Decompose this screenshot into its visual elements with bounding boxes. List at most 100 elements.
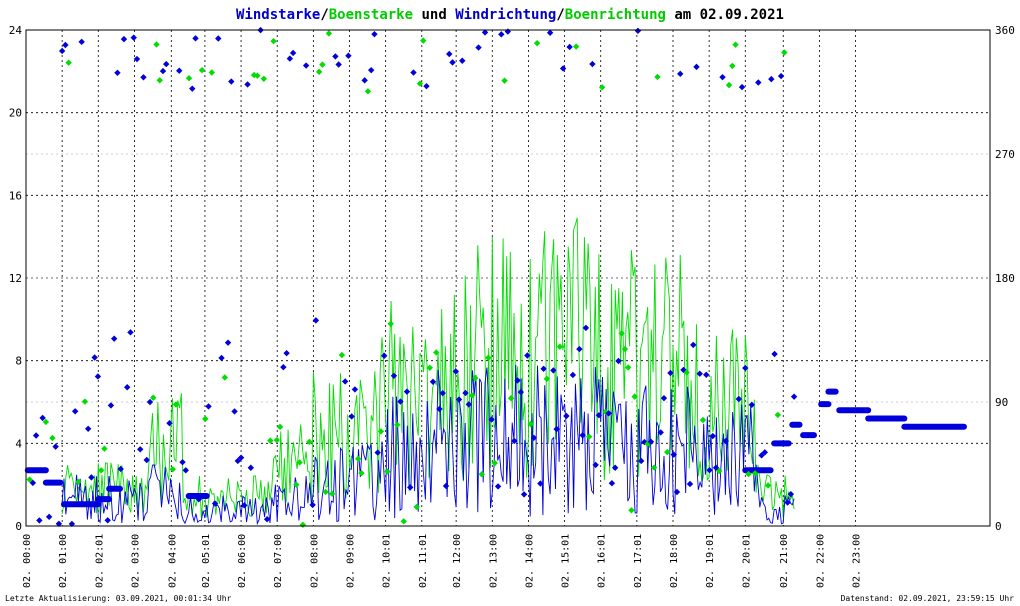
point-windrichtung (511, 437, 518, 445)
point-windrichtung (88, 474, 95, 481)
point-boenrichtung (172, 401, 180, 408)
point-windrichtung (94, 373, 102, 380)
x-tick-label: 02. 03:00 (130, 534, 141, 588)
point-boenrichtung (598, 84, 606, 91)
plot-frame (25, 29, 991, 527)
point-windrichtung (735, 395, 742, 403)
point-windrichtung (608, 479, 616, 487)
point-windrichtung (777, 72, 785, 80)
point-boenrichtung (543, 375, 551, 383)
x-tick-label: 02. 09:00 (346, 534, 357, 588)
point-boenrichtung (507, 394, 515, 402)
left-axis: 0 4 8 12 16 20 24 (9, 24, 23, 533)
point-boenrichtung (81, 398, 89, 405)
point-windrichtung (787, 490, 795, 498)
point-windrichtung (91, 354, 98, 361)
point-windrichtung (133, 55, 141, 63)
x-tick-label: 02. 19:01 (705, 534, 716, 588)
point-windrichtung (660, 394, 668, 402)
x-axis: 02. 00:00 02. 01:00 02. 02:01 02. 03:00 02. … (22, 534, 863, 588)
left-tick-label: 12 (9, 272, 22, 285)
point-boenrichtung (716, 467, 723, 475)
point-windrichtung (790, 393, 798, 400)
point-windrichtung (481, 29, 489, 36)
point-boenrichtung (764, 482, 772, 489)
title-part-0: Windstarke (236, 7, 320, 23)
point-boenrichtung (338, 351, 346, 359)
point-windrichtung (289, 49, 297, 57)
point-windrichtung (195, 496, 202, 503)
point-boenrichtung (621, 345, 629, 353)
point-windrichtung (390, 372, 398, 379)
point-windrichtung (211, 500, 219, 507)
x-tick-label: 02. 10:01 (382, 534, 393, 588)
point-boenrichtung (198, 67, 206, 74)
point-windrichtung (283, 349, 290, 357)
point-boenrichtung (729, 62, 736, 70)
point-boenrichtung (420, 37, 427, 44)
left-tick-label: 8 (15, 355, 22, 368)
point-windrichtung (592, 461, 599, 469)
point-boenrichtung (651, 464, 658, 471)
point-windrichtung (553, 425, 560, 433)
point-windrichtung (771, 350, 778, 358)
point-windrichtung (761, 449, 769, 456)
point-windrichtung (348, 413, 355, 420)
point-windrichtung (569, 371, 577, 379)
point-boenrichtung (664, 448, 671, 456)
title-part-6: Boenrichtung (565, 7, 666, 23)
point-windrichtung (690, 341, 697, 349)
point-windrichtung (429, 378, 437, 386)
x-tick-label: 02. 12:00 (452, 534, 463, 588)
point-windrichtung (686, 480, 694, 488)
point-boenrichtung (325, 30, 333, 37)
point-windrichtung (462, 389, 469, 397)
point-windrichtung (302, 62, 310, 69)
title-part-5: / (556, 7, 564, 23)
point-windrichtung (237, 454, 245, 461)
point-windrichtung (32, 432, 40, 439)
point-boenrichtung (97, 467, 105, 474)
point-windrichtung (403, 388, 411, 395)
point-windrichtung (130, 34, 137, 41)
point-windrichtung (143, 456, 150, 464)
point-windrichtung (127, 329, 134, 336)
point-boenrichtung (42, 418, 50, 426)
point-windrichtung (563, 412, 570, 420)
point-windrichtung (140, 74, 147, 81)
x-tick-label: 02. 14:00 (524, 534, 535, 588)
point-windrichtung (381, 352, 388, 359)
point-windrichtung (163, 60, 170, 68)
point-boenrichtung (416, 80, 424, 87)
point-windrichtung (280, 363, 287, 371)
left-tick-label: 20 (9, 107, 22, 120)
point-windrichtung (29, 479, 37, 487)
point-windrichtung (514, 377, 521, 384)
right-tick-label: 90 (995, 396, 1008, 409)
point-windrichtung (742, 364, 749, 372)
point-windrichtung (677, 70, 684, 78)
right-tick-label: 270 (995, 148, 1015, 161)
point-windrichtung (84, 425, 92, 432)
point-boenrichtung (185, 75, 193, 82)
point-windrichtung (120, 35, 128, 43)
point-boenrichtung (387, 320, 394, 327)
point-boenrichtung (774, 411, 782, 419)
point-boenrichtung (527, 420, 534, 428)
x-tick-label: 02. 20:01 (741, 534, 752, 588)
x-tick-label: 02. 07:00 (273, 534, 284, 588)
point-boenrichtung (631, 393, 638, 400)
footer-right: Datenstand: 02.09.2021, 23:59:15 Uhr (841, 594, 1015, 603)
point-boenrichtung (169, 466, 176, 473)
x-tick-label: 02. 01:00 (58, 534, 69, 588)
point-windrichtung (459, 57, 466, 64)
x-tick-label: 02. 18:00 (669, 534, 680, 588)
point-boenrichtung (618, 330, 625, 337)
series-windstarke (61, 364, 795, 526)
point-boenrichtung (260, 75, 268, 83)
point-boenrichtung (293, 481, 300, 488)
x-tick-label: 02. 04:00 (167, 534, 178, 588)
point-windrichtung (244, 81, 251, 88)
point-boenrichtung (276, 423, 284, 431)
